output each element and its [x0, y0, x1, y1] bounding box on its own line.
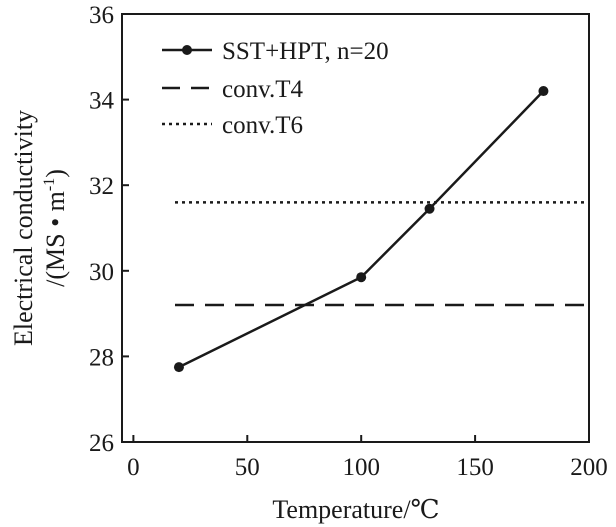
reference-lines	[175, 201, 589, 307]
x-tick-label: 50	[235, 454, 260, 481]
y-axis-ticks: 26 28 30 32 34 36	[89, 2, 129, 457]
y-axis-unit-exponent: -1	[41, 178, 58, 191]
legend-marker-point	[182, 45, 192, 55]
y-tick-label: 28	[89, 344, 114, 371]
legend-label-conv-t4: conv.T4	[222, 76, 303, 103]
y-axis-title-line1: Electrical conductivity	[9, 110, 38, 346]
legend-label-sst-hpt: SST+HPT, n=20	[222, 38, 389, 65]
y-tick-label: 36	[89, 2, 114, 29]
sst-hpt-point	[356, 272, 367, 283]
x-tick-label: 150	[456, 454, 494, 481]
y-tick-label: 30	[89, 259, 114, 286]
x-tick-label: 200	[570, 454, 608, 481]
sst-hpt-point	[173, 362, 184, 373]
y-axis-title: Electrical conductivity /(MS • m-1)	[9, 110, 70, 346]
y-axis-unit: /(MS • m	[41, 191, 70, 287]
x-axis-ticks: 0 50 100 150 200	[127, 435, 608, 481]
y-tick-label: 26	[89, 430, 114, 457]
sst-hpt-point	[538, 86, 549, 97]
plot-frame	[121, 13, 590, 443]
x-tick-label: 100	[342, 454, 380, 481]
legend-label-conv-t6: conv.T6	[222, 112, 303, 139]
y-tick-label: 32	[89, 173, 114, 200]
sst-hpt-point	[424, 203, 435, 214]
x-axis-title: Temperature/℃	[272, 495, 439, 524]
sst-hpt-line	[178, 90, 545, 369]
y-axis-title-line2: /(MS • m-1)	[41, 169, 70, 287]
legend: SST+HPT, n=20 conv.T4 conv.T6	[162, 38, 389, 139]
sst-hpt-series	[173, 86, 549, 373]
x-tick-label: 0	[127, 454, 140, 481]
y-axis-unit-close: )	[41, 169, 70, 178]
y-tick-label: 34	[89, 88, 115, 115]
